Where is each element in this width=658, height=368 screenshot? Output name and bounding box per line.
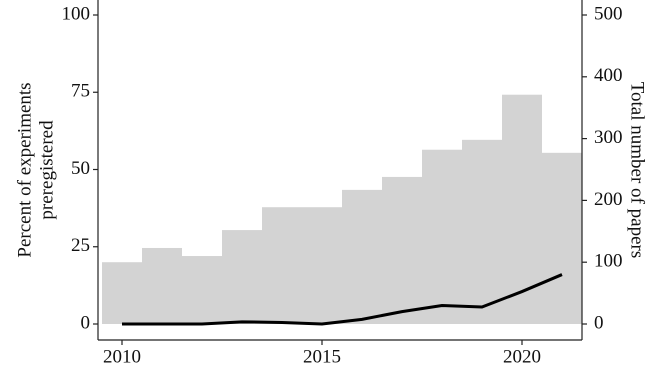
y-tick-label: 0 bbox=[81, 312, 91, 333]
x-tick-label: 2015 bbox=[303, 346, 341, 367]
y2-axis-label: Total number of papers bbox=[627, 82, 648, 258]
bar bbox=[222, 230, 262, 324]
bar bbox=[142, 247, 182, 324]
y-tick-label: 75 bbox=[71, 81, 90, 102]
bar bbox=[422, 149, 462, 324]
line bbox=[122, 273, 563, 326]
bar bbox=[502, 94, 542, 324]
y2-tick-label: 100 bbox=[594, 251, 623, 272]
y-tick-label: 100 bbox=[62, 3, 91, 24]
y2-tick-label: 0 bbox=[594, 312, 604, 333]
x-tick-label: 2020 bbox=[503, 346, 541, 367]
y-tick-label: 25 bbox=[71, 235, 90, 256]
bar bbox=[102, 262, 142, 324]
y2-tick-label: 500 bbox=[594, 3, 623, 24]
bar bbox=[302, 207, 342, 324]
y-axis-label: Percent of experiments bbox=[14, 82, 35, 257]
y2-tick-label: 200 bbox=[594, 189, 623, 210]
bar bbox=[342, 189, 382, 324]
y-tick-label: 50 bbox=[71, 158, 90, 179]
y2-tick-label: 400 bbox=[594, 65, 623, 86]
y-axis-label: preregistered bbox=[36, 120, 57, 220]
bar bbox=[462, 139, 502, 324]
y2-tick-label: 300 bbox=[594, 127, 623, 148]
bar bbox=[382, 176, 422, 324]
bar bbox=[542, 152, 582, 324]
bar bbox=[182, 256, 222, 324]
x-tick-label: 2010 bbox=[103, 346, 141, 367]
bar bbox=[262, 207, 302, 324]
